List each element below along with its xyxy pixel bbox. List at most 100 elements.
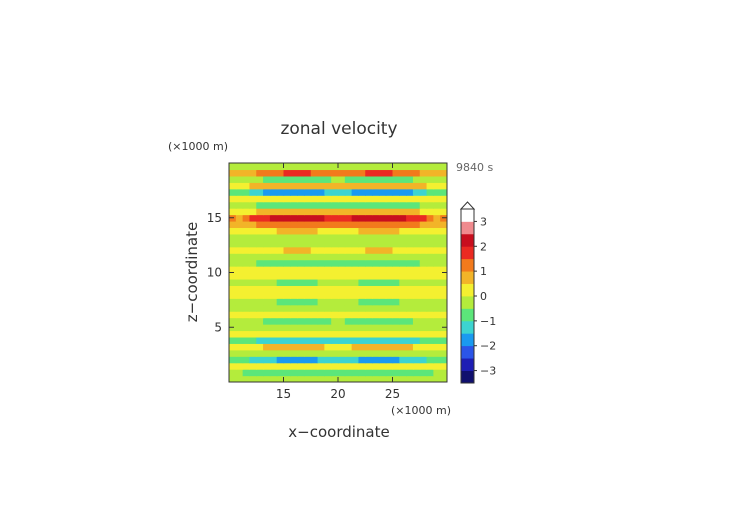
colorbar-swatch: [461, 233, 474, 247]
field-cell: [269, 317, 278, 325]
field-cell: [392, 163, 400, 171]
field-cell: [412, 208, 421, 216]
field-cell: [351, 285, 360, 293]
field-cell: [338, 188, 346, 196]
field-cell: [412, 266, 421, 274]
field-cell: [242, 362, 251, 370]
field-cell: [235, 214, 244, 222]
field-cell: [385, 266, 394, 274]
field-cell: [269, 285, 278, 293]
field-cell: [263, 330, 271, 338]
field-cell: [372, 220, 380, 229]
field-cell: [235, 362, 244, 370]
field-cell: [310, 291, 319, 299]
field-cell: [412, 182, 421, 190]
field-cell: [399, 343, 407, 351]
field-cell: [297, 195, 305, 203]
field-cell: [385, 285, 394, 293]
field-cell: [433, 220, 441, 229]
field-cell: [426, 343, 434, 351]
field-cell: [385, 188, 394, 196]
field-cell: [385, 336, 394, 344]
field-cell: [372, 291, 380, 299]
field-cell: [269, 259, 278, 267]
field-cell: [290, 214, 298, 222]
field-cell: [433, 175, 441, 183]
field-cell: [242, 349, 251, 357]
field-cell: [297, 240, 305, 248]
field-cell: [310, 356, 319, 364]
field-cell: [385, 227, 394, 235]
field-cell: [303, 163, 312, 171]
field-cell: [365, 163, 373, 171]
field-cell: [433, 324, 441, 332]
field-cell: [249, 220, 257, 229]
field-cell: [412, 246, 421, 254]
field-cell: [324, 285, 332, 293]
field-cell: [385, 278, 394, 286]
field-cell: [235, 175, 244, 183]
field-cell: [358, 285, 366, 293]
field-cell: [269, 220, 278, 229]
field-cell: [283, 336, 291, 344]
field-cell: [365, 362, 373, 370]
field-cell: [406, 285, 414, 293]
field-cell: [351, 214, 360, 222]
field-cell: [344, 214, 353, 222]
field-cell: [269, 330, 278, 338]
field-cell: [406, 356, 414, 364]
field-cell: [256, 349, 264, 357]
field-cell: [324, 298, 332, 306]
field-cell: [399, 324, 407, 332]
field-cell: [263, 253, 271, 261]
field-cell: [283, 233, 291, 241]
field-cell: [358, 369, 366, 377]
field-cell: [365, 246, 373, 254]
field-cell: [358, 240, 366, 248]
field-cell: [344, 201, 353, 209]
field-cell: [276, 343, 285, 351]
field-cell: [276, 240, 285, 248]
field-cell: [412, 240, 421, 248]
colorbar-tick-label: −2: [480, 340, 496, 353]
field-cell: [378, 227, 387, 235]
field-cell: [392, 304, 400, 312]
field-cell: [290, 233, 298, 241]
field-cell: [310, 336, 319, 344]
field-cell: [440, 291, 447, 299]
field-cell: [331, 169, 339, 177]
field-cell: [440, 246, 447, 254]
field-cell: [256, 169, 264, 177]
field-cell: [263, 356, 271, 364]
field-cell: [385, 317, 394, 325]
field-cell: [378, 220, 387, 229]
field-cell: [419, 214, 428, 222]
field-cell: [378, 298, 387, 306]
field-cell: [324, 330, 332, 338]
field-cell: [433, 253, 441, 261]
field-cell: [324, 227, 332, 235]
field-cell: [310, 304, 319, 312]
field-cell: [426, 330, 434, 338]
field-cell: [283, 317, 291, 325]
field-cell: [256, 253, 264, 261]
field-cell: [378, 304, 387, 312]
field-cell: [297, 253, 305, 261]
field-cell: [324, 169, 332, 177]
field-cell: [317, 369, 325, 377]
field-cell: [229, 278, 237, 286]
field-cell: [392, 266, 400, 274]
field-cell: [324, 343, 332, 351]
field-cell: [256, 175, 264, 183]
field-cell: [385, 233, 394, 241]
field-cell: [303, 253, 312, 261]
field-cell: [269, 253, 278, 261]
field-cell: [269, 201, 278, 209]
field-cell: [419, 369, 428, 377]
field-cell: [419, 169, 428, 177]
field-cell: [276, 201, 285, 209]
field-cell: [297, 220, 305, 229]
field-cell: [303, 169, 312, 177]
field-cell: [399, 304, 407, 312]
field-cell: [440, 356, 447, 364]
